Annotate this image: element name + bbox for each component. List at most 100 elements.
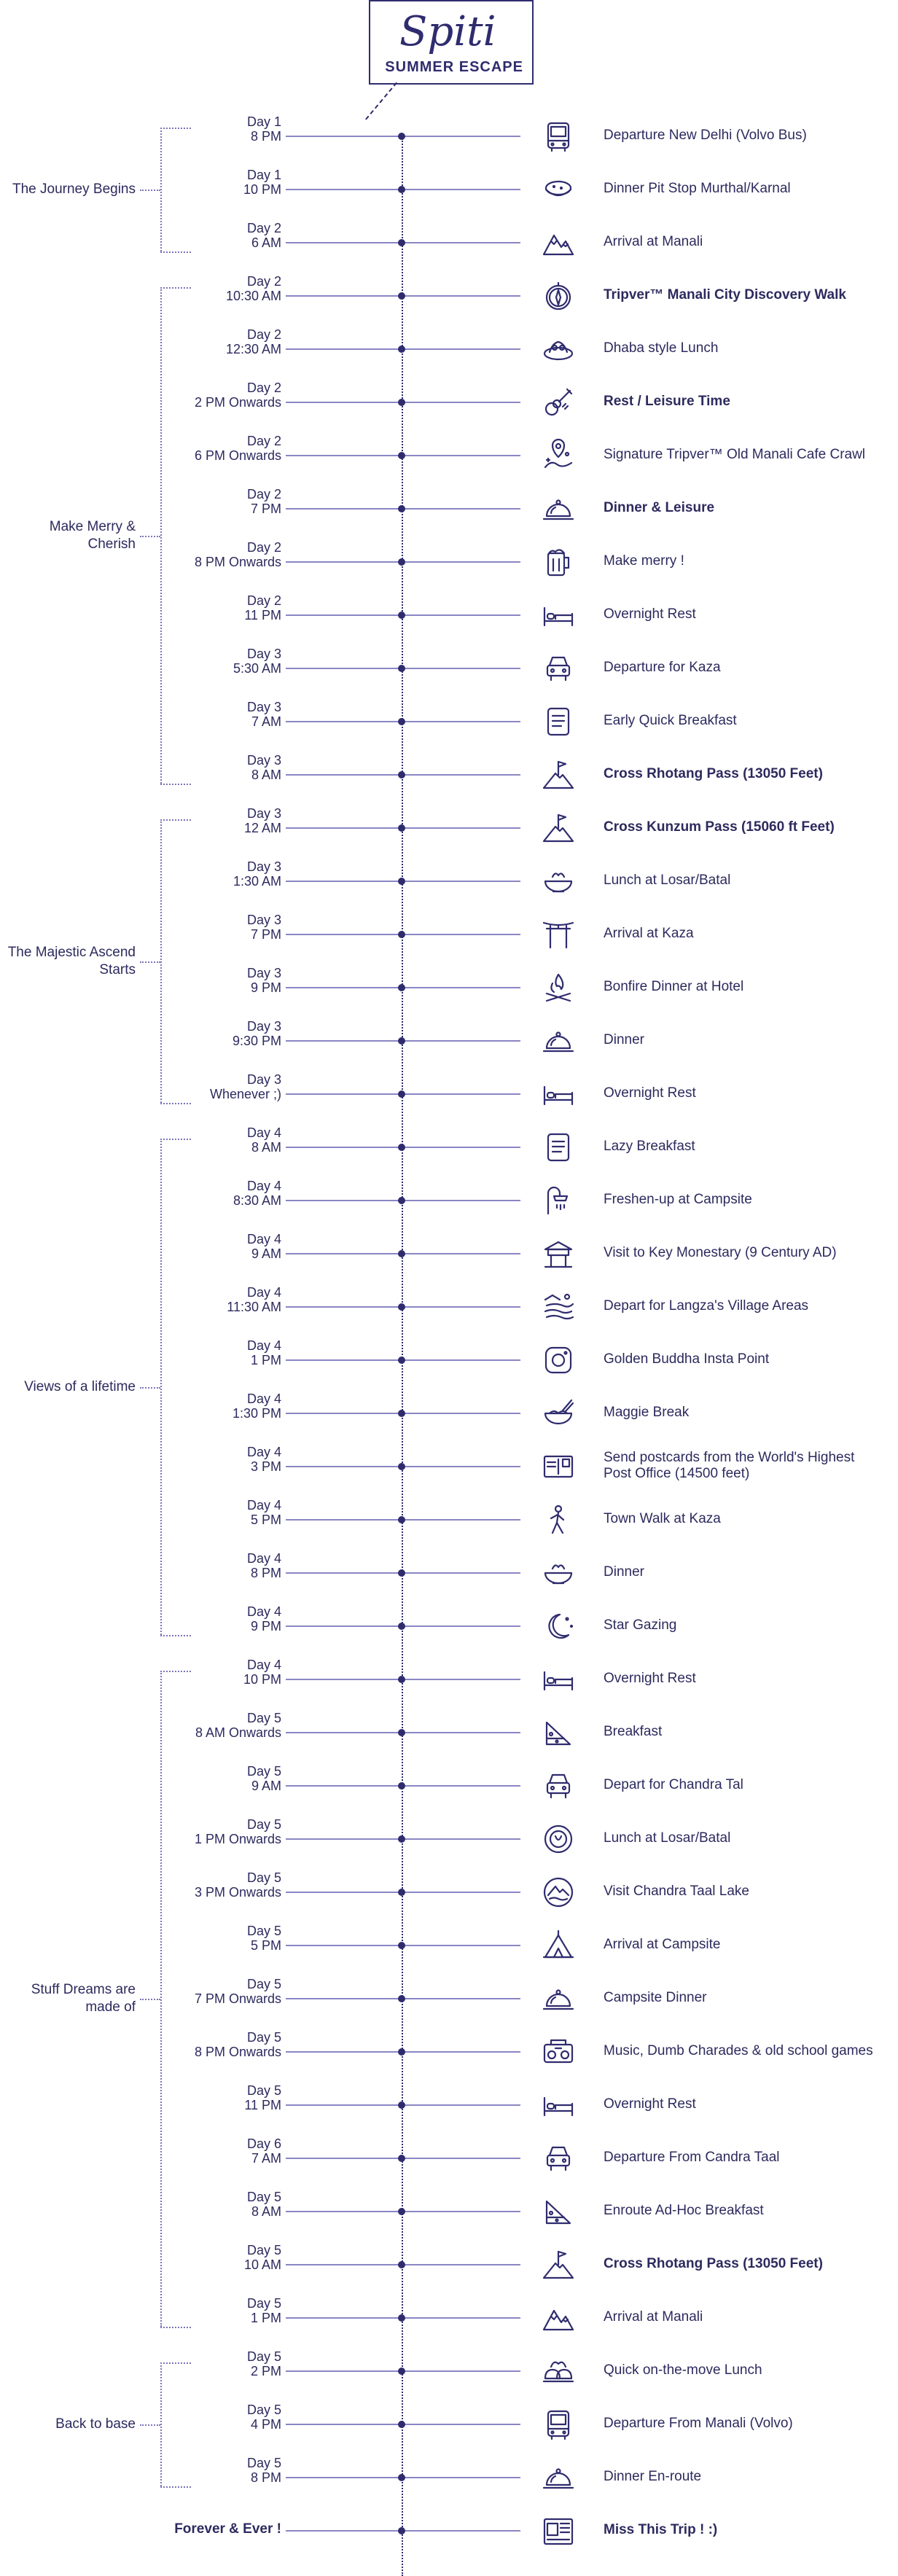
day-label: Day 5 (246, 2456, 281, 2470)
logo-tagline: SUMMER ESCAPE (385, 59, 523, 75)
momos-icon (541, 2354, 576, 2389)
timeline-dot (398, 824, 405, 832)
activity-label: Dinner (604, 1032, 644, 1047)
hour-label: 2 PM (250, 2364, 281, 2378)
timeline-row: Day 3 5:30 AM Departure for Kaza (0, 642, 898, 695)
phase-label: Views of a lifetime (24, 1378, 136, 1394)
bus-icon (541, 119, 576, 154)
day-label: Day 3 (246, 1072, 281, 1087)
day-label: Day 2 (246, 593, 281, 608)
brand-logo: Spiti SUMMER ESCAPE (369, 0, 534, 85)
activity-label: Enroute Ad-Hoc Breakfast (604, 2203, 764, 2218)
timeline-row: Day 4 1:30 PM Maggie Break (0, 1387, 898, 1440)
timeline-row: Day 1 10 PM Dinner Pit Stop Murthal/Karnal (0, 163, 898, 216)
timeline-dot (398, 2208, 405, 2215)
timeline-dot (398, 1357, 405, 1364)
hour-label: 12 AM (243, 821, 281, 835)
day-label: Day 4 (246, 1125, 281, 1140)
day-label: Day 4 (246, 1604, 281, 1619)
hour-label: 6 AM (251, 235, 281, 250)
timeline-dot (398, 1889, 405, 1896)
hour-label: 3 PM (250, 1459, 281, 1474)
phase-bracket (160, 287, 162, 784)
timeline-dot (398, 2261, 405, 2268)
day-label: Day 2 (246, 540, 281, 555)
timeline-dot (398, 2474, 405, 2481)
time-label: Day 4 10 PM (243, 1658, 281, 1687)
phase-connector (140, 1999, 160, 2000)
timeline-dot (398, 1090, 405, 1098)
time-label: Day 3 5:30 AM (233, 647, 281, 676)
activity-label: Arrival at Campsite (604, 1937, 721, 1952)
day-label: Day 4 (246, 1658, 281, 1672)
day-label: Day 4 (246, 1232, 281, 1246)
cheese-icon (541, 2194, 576, 2229)
bowl-icon (541, 1556, 576, 1591)
day-label: Day 4 (246, 1285, 281, 1300)
mountains-icon (541, 2300, 576, 2335)
timeline-dot (398, 2421, 405, 2428)
timeline-dot (398, 1569, 405, 1577)
day-label: Day 3 (246, 1019, 281, 1034)
phase-label: The Majestic Ascend Starts (7, 944, 136, 977)
camera-icon (541, 1343, 576, 1378)
timeline-row: Day 3 12 AM Cross Kunzum Pass (15060 ft Fe… (0, 802, 898, 854)
activity-label: Maggie Break (604, 1405, 690, 1420)
hour-label: 10 PM (243, 182, 281, 197)
timeline-row: Day 5 10 AM Cross Rhotang Pass (13050 Feet… (0, 2239, 898, 2291)
activity-label: Dhaba style Lunch (604, 340, 719, 356)
tent-icon (541, 1928, 576, 1963)
timeline-dot (398, 878, 405, 885)
hour-label: 11:30 AM (227, 1300, 281, 1314)
phase-label: The Journey Begins (12, 182, 136, 197)
day-label: Day 3 (246, 966, 281, 980)
day-label: Day 5 (246, 2243, 281, 2257)
phase-label: Back to base (55, 2416, 136, 2432)
activity-label: Arrival at Manali (604, 2309, 703, 2325)
activity-label: Overnight Rest (604, 1085, 696, 1101)
phase-tick (160, 2327, 191, 2328)
hour-label: 9 PM (250, 1619, 281, 1634)
timeline-dot (398, 665, 405, 672)
phase-connector (140, 535, 160, 537)
hour-label: 9 PM (250, 980, 281, 995)
timeline-dot (398, 133, 405, 140)
mountain-flag-icon (541, 2247, 576, 2282)
day-label: Day 6 (246, 2136, 281, 2151)
phase-tick (160, 1671, 191, 1672)
timeline-row: Day 3 1:30 AM Lunch at Losar/Batal (0, 855, 898, 908)
timeline-dot (398, 1037, 405, 1045)
time-label: Day 3 Whenever ;) (210, 1072, 281, 1101)
day-label: Day 4 (246, 1498, 281, 1513)
activity-label: Lunch at Losar/Batal (604, 873, 731, 888)
cloche-icon (541, 1981, 576, 2016)
time-label: Day 2 10:30 AM (226, 274, 281, 303)
day-label: Day 2 (246, 327, 281, 342)
timeline-dot (398, 718, 405, 725)
activity-label: Send postcards from the World's Highest P… (604, 1450, 854, 1482)
timeline-row: Day 3 9:30 PM Dinner (0, 1015, 898, 1067)
hour-label: Whenever ;) (209, 1087, 281, 1101)
day-label: Day 2 (246, 274, 281, 289)
menu-card-icon (541, 1130, 576, 1165)
timeline-dot (398, 984, 405, 991)
activity-line: Send postcards from the World's Highest (604, 1450, 855, 1465)
timeline-row: Day 3 Whenever ;) Overnight Rest (0, 1068, 898, 1120)
postcard-icon (541, 1449, 576, 1484)
timeline-dot (398, 2101, 405, 2109)
day-label: Day 5 (246, 1711, 281, 1725)
